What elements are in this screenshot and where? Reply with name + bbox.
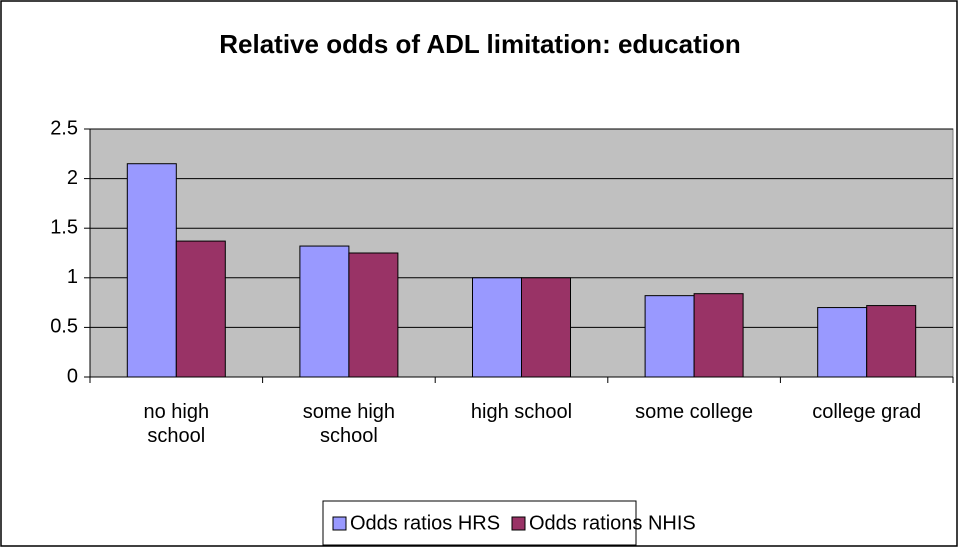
y-tick-label: 0.5 — [50, 316, 78, 338]
y-tick-label: 2.5 — [50, 117, 78, 139]
legend-label: Odds rations NHIS — [529, 512, 696, 534]
x-tick-label: some high school — [302, 401, 396, 447]
y-tick-label: 1.5 — [50, 216, 78, 238]
bar — [472, 277, 522, 378]
x-tick-label: some college — [635, 401, 754, 423]
chart-title: Relative odds of ADL limitation: educati… — [219, 29, 741, 59]
bar — [126, 163, 177, 378]
y-tick-label: 1 — [67, 266, 78, 288]
bar — [175, 240, 226, 378]
bar — [817, 307, 868, 378]
bar — [521, 277, 571, 378]
legend-swatch — [511, 516, 526, 531]
bar — [693, 293, 744, 378]
legend-swatch — [332, 516, 347, 531]
y-tick-label: 0 — [67, 365, 78, 387]
legend-label: Odds ratios HRS — [350, 512, 500, 534]
x-tick-label: college grad — [812, 401, 922, 423]
bar — [644, 295, 695, 378]
bar — [866, 305, 917, 378]
x-tick-label: high school — [470, 401, 573, 423]
y-tick-label: 2 — [67, 167, 78, 189]
x-tick-label: no high school — [143, 401, 210, 447]
bar — [299, 245, 350, 378]
legend — [322, 500, 637, 546]
bar — [348, 252, 399, 378]
